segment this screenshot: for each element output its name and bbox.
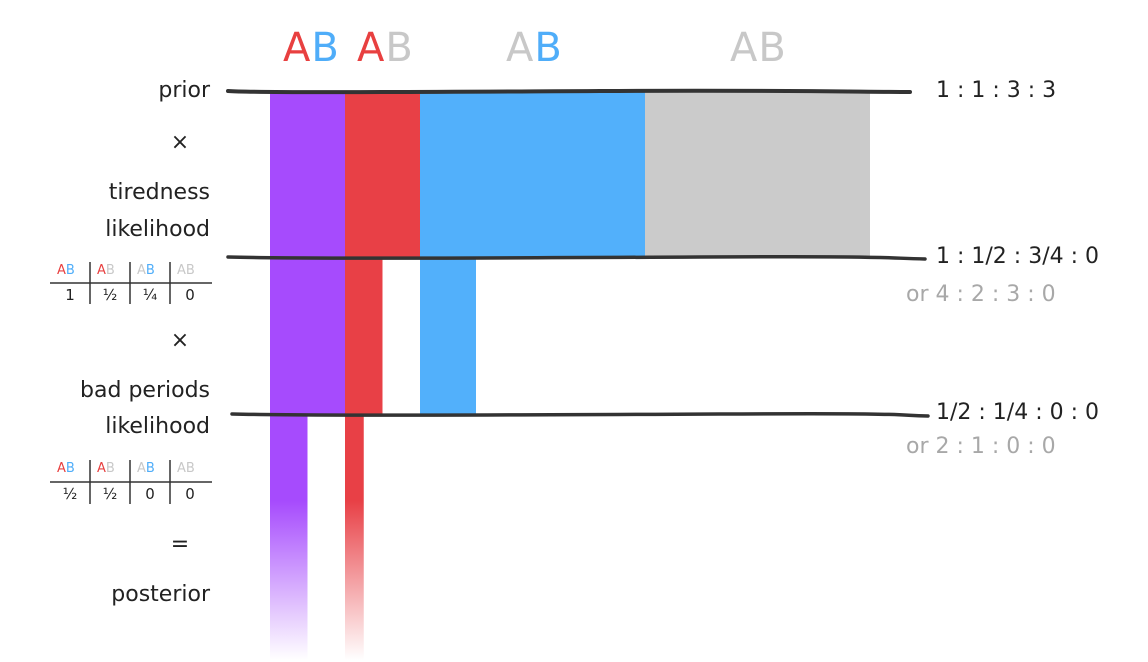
tired-h-a: AB [97,264,115,277]
header-none-a: A [730,25,759,71]
step-bad-2: likelihood [105,414,210,439]
tired-h-b-b: B [145,263,155,278]
tired-h-ab-b: B [65,263,75,278]
tired-bar-b [420,258,476,415]
prior-bar-a [345,92,420,258]
prior-bar-b [420,92,645,258]
tired-h-a-a: A [97,263,106,278]
tired-h-ab: AB [57,264,75,277]
bad-v-b: 0 [145,485,155,503]
bad-v-none: 0 [185,485,195,503]
prior-line [226,88,912,95]
header-a-only-b: B [385,25,414,71]
header-b-only-b: B [534,25,563,71]
posterior-bar-a [345,415,364,660]
bad-h-ab-b: B [65,461,75,476]
tired-v-b: ¼ [142,286,158,304]
bad-h-b-a: A [137,461,146,476]
tired-h-a-b: B [105,263,115,278]
tiredness-line [226,254,927,261]
step-tiredness-2: likelihood [105,217,210,242]
bad-h-none-a: A [177,461,186,476]
bad-h-ab: AB [57,462,75,475]
bad-v-ab: ½ [62,485,78,503]
header-ab-b: B [311,25,340,71]
step-posterior: posterior [111,582,210,607]
step-equals: = [170,532,190,557]
ratio-after-tiredness: 1 : 1/2 : 3/4 : 0 [936,244,1100,269]
bad-v-a: ½ [102,485,118,503]
ratio-after-bad-alt: or 2 : 1 : 0 : 0 [906,434,1056,459]
ratio-after-bad: 1/2 : 1/4 : 0 : 0 [936,400,1100,425]
tired-v-a: ½ [102,286,118,304]
bad-h-b: AB [137,462,155,475]
bad-h-b-b: B [145,461,155,476]
tired-h-none-a: A [177,263,186,278]
tired-v-none: 0 [185,286,195,304]
ratio-after-tiredness-alt: or 4 : 2 : 3 : 0 [906,282,1056,307]
bad-h-ab-a: A [57,461,66,476]
header-a-only: AB [357,28,414,68]
step-prior: prior [158,78,210,103]
tired-h-b-a: A [137,263,146,278]
bad-h-none-b: B [185,461,195,476]
bad-h-none: AB [177,462,195,475]
step-times-2: × [170,328,190,353]
bad-periods-line [230,411,930,418]
tired-h-none-b: B [185,263,195,278]
header-b-only: AB [506,28,563,68]
step-times-1: × [170,130,190,155]
step-bad-1: bad periods [80,378,210,403]
bad-periods-table-rules [50,460,212,504]
prior-bar-ab [270,92,345,258]
tired-h-none: AB [177,264,195,277]
bad-h-a-b: B [105,461,115,476]
bad-h-a: AB [97,462,115,475]
bad-h-a-a: A [97,461,106,476]
ratio-prior: 1 : 1 : 3 : 3 [936,78,1057,103]
posterior-bar-ab [270,415,308,660]
header-none: AB [730,28,787,68]
tiredness-table-rules [50,262,212,304]
tired-v-ab: 1 [65,286,75,304]
header-ab-a: A [283,25,312,71]
header-a-only-a: A [357,25,386,71]
header-none-b: B [758,25,787,71]
tired-h-b: AB [137,264,155,277]
prior-bar-none [645,92,870,258]
tired-bar-ab [270,258,345,415]
tired-bar-a [345,258,383,415]
header-b-only-a: A [506,25,535,71]
header-ab: AB [283,28,340,68]
step-tiredness-1: tiredness [108,180,210,205]
tired-h-ab-a: A [57,263,66,278]
